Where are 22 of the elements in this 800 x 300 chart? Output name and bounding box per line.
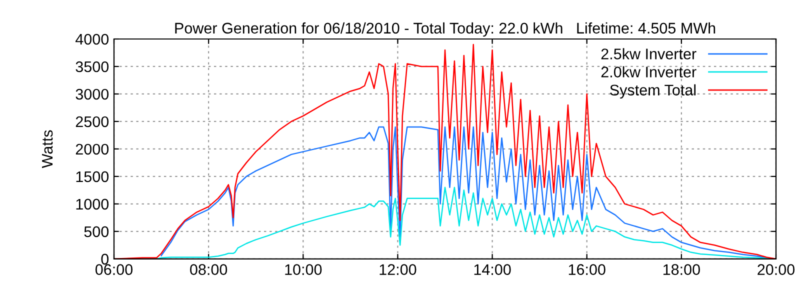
y-tick-label: 500: [84, 226, 109, 238]
y-tick-label: 1500: [76, 171, 109, 182]
x-tick-label: 06:00: [95, 264, 133, 275]
x-tick-label: 14:00: [474, 264, 511, 275]
legend-label: 2.0kw Inverter: [601, 66, 696, 78]
legend-label: System Total: [610, 84, 696, 99]
y-tick-label: 3000: [76, 88, 109, 100]
x-tick-label: 18:00: [663, 264, 700, 275]
x-tick-label: 08:00: [190, 264, 228, 275]
y-tick-label: 2500: [76, 116, 109, 128]
x-tick-label: 10:00: [285, 264, 322, 275]
y-tick-label: 2000: [76, 144, 109, 155]
legend-label: 2.5kw Inverter: [601, 48, 696, 60]
chart-title: Power Generation for 06/18/2010 - Total Today: 22.0 kWh Lifetime: 4.505 MWh: [175, 22, 716, 37]
x-tick-label: 16:00: [568, 264, 606, 275]
y-tick-label: 0: [101, 254, 109, 265]
y-tick-label: 4000: [76, 34, 109, 45]
x-tick-label: 12:00: [380, 264, 416, 275]
y-tick-label: 3500: [76, 61, 109, 72]
x-tick-label: 20:00: [758, 264, 795, 275]
y-tick-label: 1000: [76, 198, 109, 210]
y-axis-title: Watts: [42, 130, 53, 168]
